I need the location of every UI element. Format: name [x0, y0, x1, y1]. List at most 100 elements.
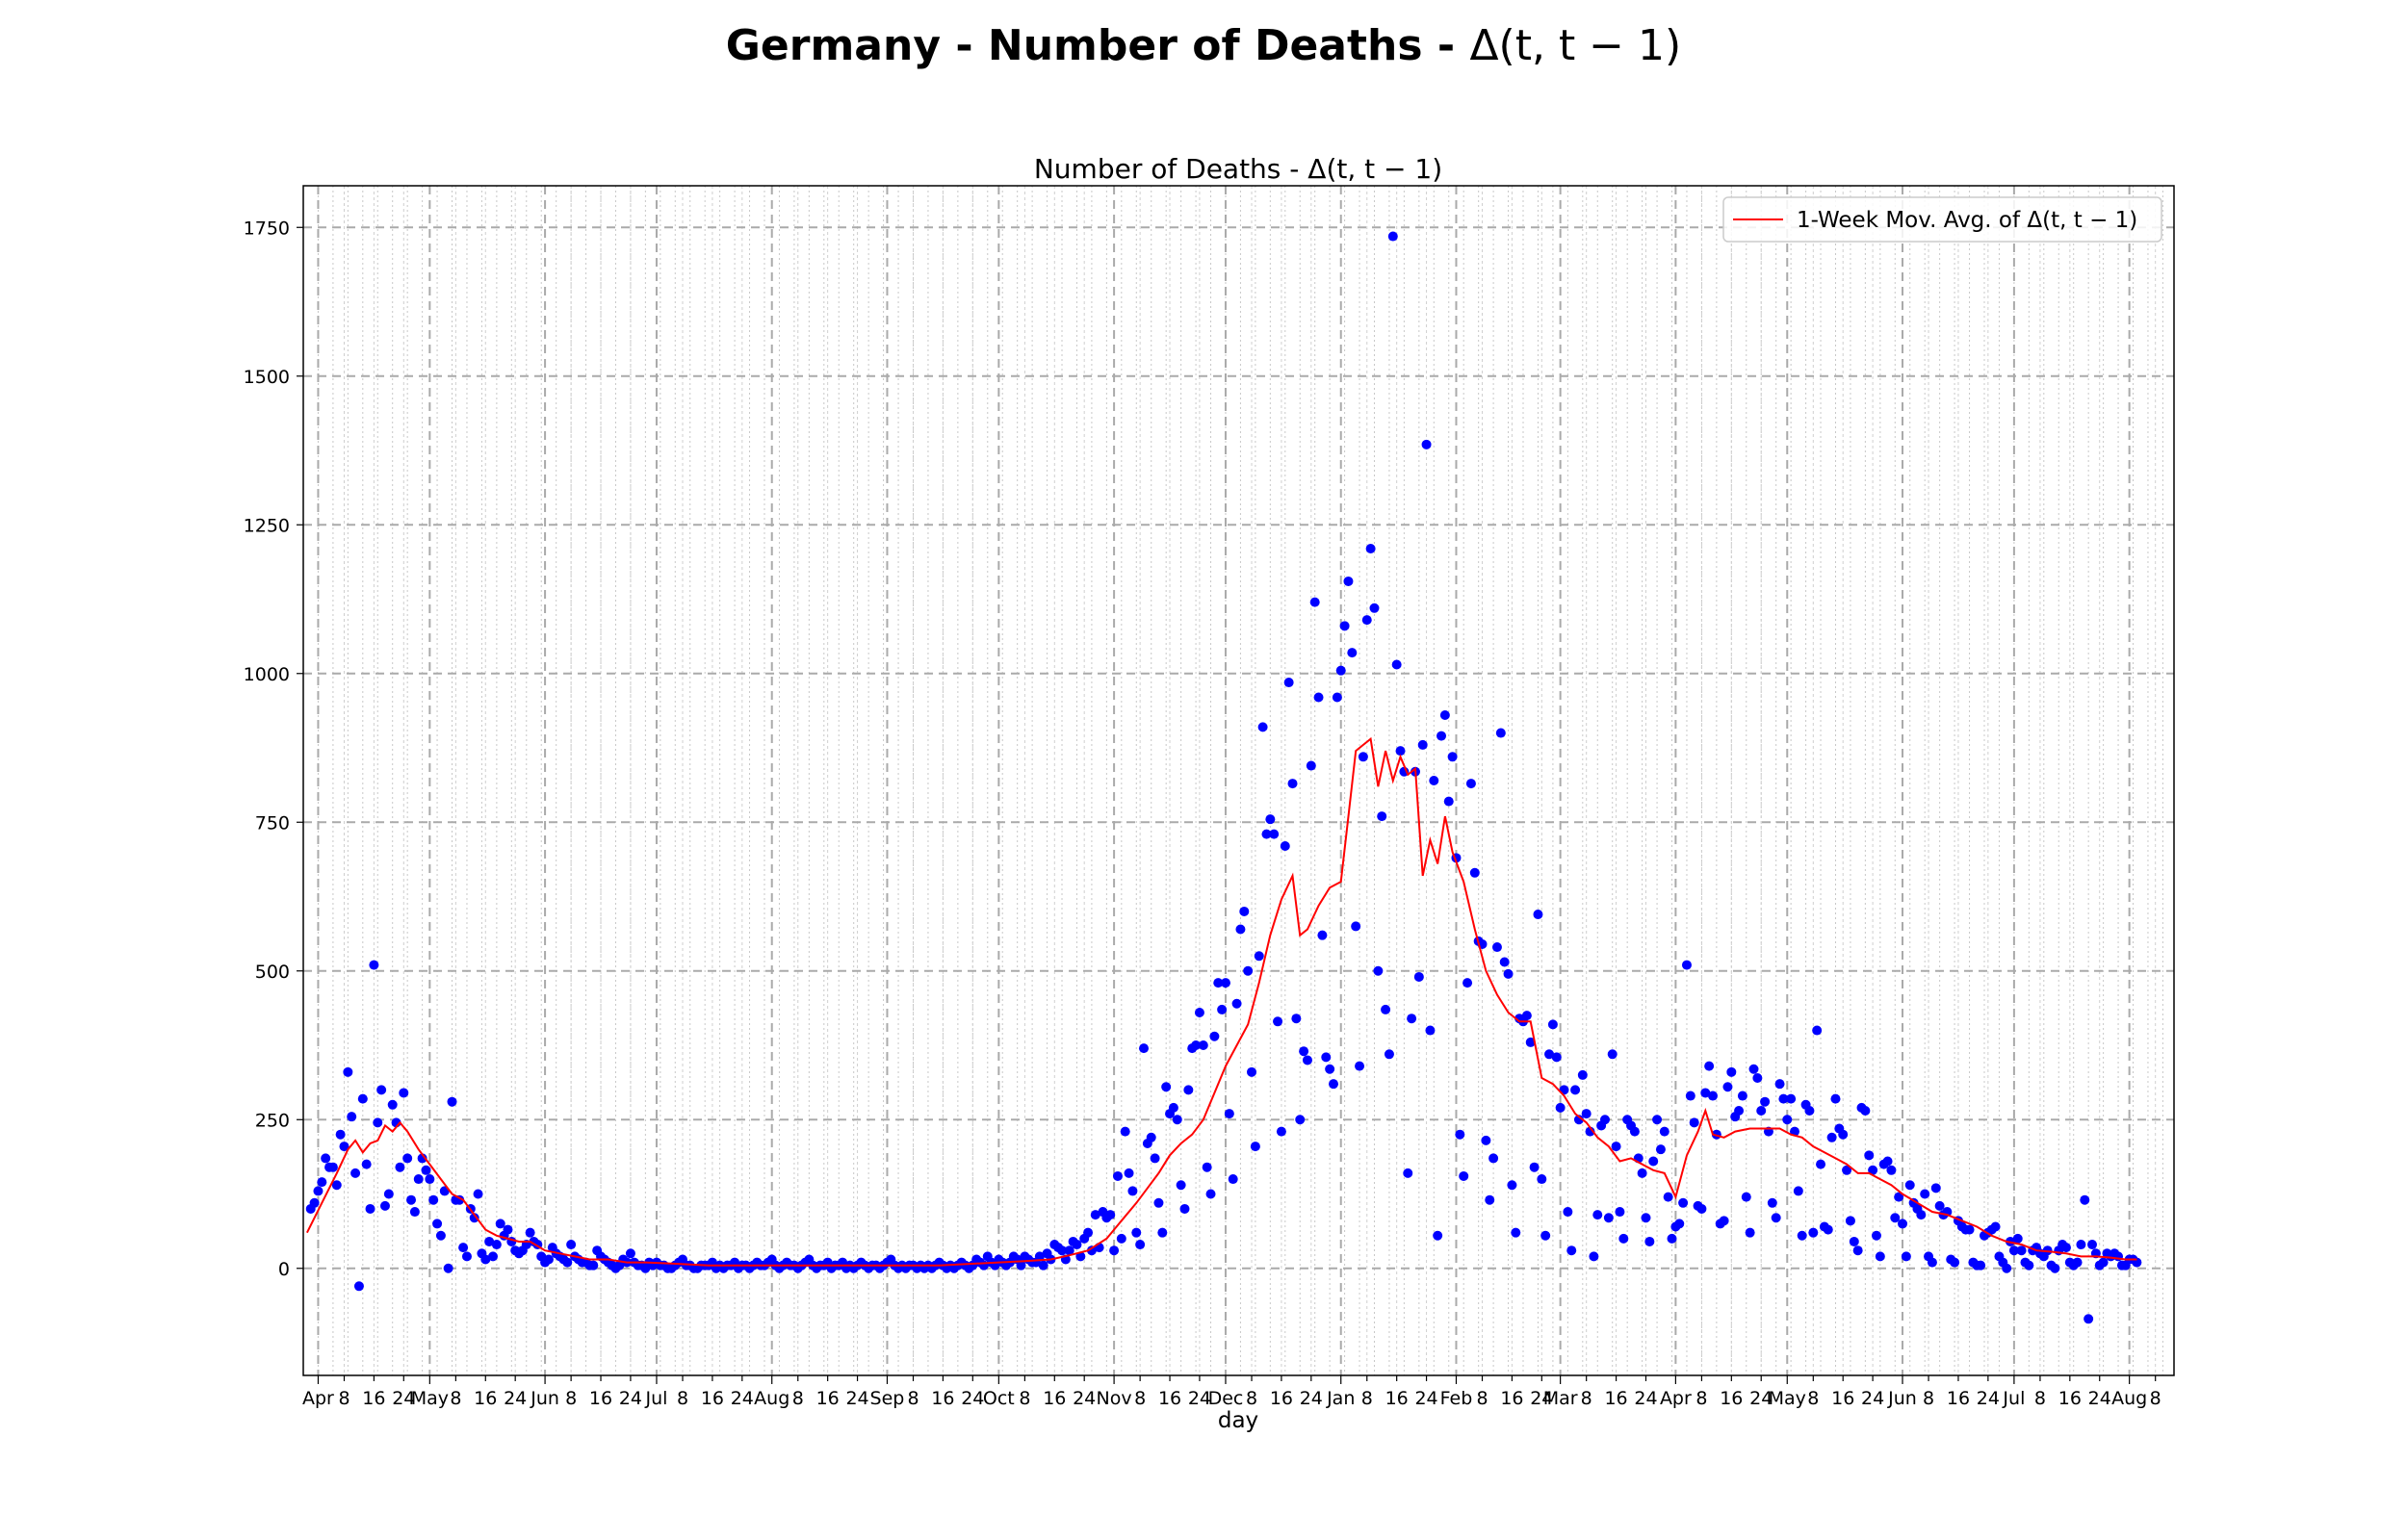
data-point — [1381, 1004, 1391, 1014]
x-tick-label: Jan — [1326, 1388, 1355, 1409]
data-point — [1696, 1203, 1707, 1214]
data-point — [1930, 1183, 1941, 1194]
data-point — [1425, 1025, 1436, 1036]
data-point — [525, 1227, 535, 1238]
data-point — [1544, 1049, 1555, 1060]
data-point — [1659, 1126, 1669, 1137]
x-tick-label: 24 — [1300, 1388, 1323, 1409]
x-tick-label: 8 — [1134, 1388, 1146, 1409]
data-point — [350, 1168, 361, 1178]
major-grid — [303, 186, 2174, 1375]
data-point — [1529, 1162, 1540, 1172]
data-point — [488, 1251, 499, 1262]
data-point — [1105, 1210, 1116, 1220]
data-point — [1351, 921, 1361, 932]
x-tick-label: 16 — [1947, 1388, 1970, 1409]
x-tick-label: Oct — [983, 1388, 1015, 1409]
x-tick-label: 8 — [565, 1388, 577, 1409]
data-point — [1797, 1230, 1807, 1241]
x-tick-label: 8 — [1019, 1388, 1030, 1409]
data-point — [1090, 1210, 1100, 1220]
data-point — [1455, 1129, 1465, 1140]
data-point — [1737, 1091, 1747, 1101]
data-point — [1157, 1227, 1168, 1238]
data-point — [1826, 1132, 1837, 1142]
data-point — [435, 1230, 446, 1241]
data-point — [566, 1240, 577, 1250]
data-point — [425, 1174, 435, 1185]
data-point — [409, 1207, 420, 1218]
legend[interactable]: 1-Week Mov. Avg. of Δ(t, t − 1) — [1722, 196, 2162, 243]
data-point — [1767, 1197, 1777, 1208]
data-point — [1726, 1066, 1737, 1077]
x-tick-label: 16 — [1500, 1388, 1523, 1409]
data-point — [2072, 1257, 2083, 1268]
data-point — [1852, 1245, 1863, 1256]
data-point — [2008, 1245, 2019, 1256]
data-point — [1488, 1153, 1499, 1164]
data-point — [447, 1096, 457, 1107]
x-tick-label: 16 — [1720, 1388, 1743, 1409]
data-point — [1990, 1221, 2001, 1232]
x-tick-label: 24 — [1188, 1388, 1211, 1409]
data-point — [1183, 1085, 1194, 1095]
data-point — [1845, 1216, 1855, 1226]
data-point — [1894, 1192, 1904, 1202]
y-tick-label: 1000 — [244, 664, 290, 685]
data-point — [1261, 829, 1272, 839]
data-point — [1745, 1227, 1755, 1238]
data-point — [1577, 1069, 1588, 1080]
data-point — [1276, 1126, 1286, 1137]
legend-box — [1722, 196, 2162, 243]
data-point — [1239, 906, 1250, 916]
data-point — [1287, 779, 1298, 789]
data-point — [1618, 1233, 1629, 1244]
data-point — [1704, 1061, 1715, 1071]
data-point — [343, 1066, 353, 1077]
data-point — [339, 1142, 349, 1152]
data-point — [1358, 752, 1368, 762]
data-point — [1228, 1174, 1238, 1185]
data-point — [443, 1263, 453, 1273]
scatter-series — [305, 231, 2142, 1324]
data-point — [1719, 1216, 1729, 1226]
data-point — [2083, 1314, 2094, 1324]
x-tick-label: Jun — [1887, 1388, 1917, 1409]
data-point — [1700, 1088, 1711, 1098]
data-point — [1335, 665, 1346, 676]
data-point — [1202, 1162, 1212, 1172]
data-point — [1220, 978, 1230, 988]
data-point — [2002, 1263, 2012, 1273]
data-point — [2016, 1245, 2027, 1256]
data-point — [1964, 1224, 1975, 1235]
data-point — [1890, 1213, 1901, 1223]
x-tick-label: Dec — [1208, 1388, 1244, 1409]
data-point — [1842, 1165, 1852, 1175]
data-point — [1499, 957, 1510, 967]
data-point — [562, 1257, 573, 1268]
data-point — [1439, 710, 1450, 721]
x-tick-label: 24 — [845, 1388, 868, 1409]
axes-frame — [302, 185, 2175, 1376]
data-point — [2076, 1240, 2086, 1250]
data-point — [2060, 1243, 2071, 1253]
data-point — [1217, 1004, 1228, 1014]
x-tick-label: 8 — [1923, 1388, 1934, 1409]
data-point — [1830, 1093, 1841, 1104]
data-point — [361, 1159, 372, 1169]
data-point — [1521, 1011, 1532, 1021]
data-point — [1224, 1109, 1234, 1119]
x-tick-label: 8 — [1246, 1388, 1257, 1409]
data-point — [309, 1197, 320, 1208]
data-point — [1566, 1245, 1577, 1256]
data-point — [1299, 1046, 1309, 1057]
data-point — [1551, 1052, 1562, 1063]
x-tick-label: 16 — [589, 1388, 612, 1409]
data-point — [1904, 1180, 1915, 1191]
data-point — [1637, 1168, 1647, 1178]
data-point — [1641, 1213, 1651, 1223]
data-point — [1172, 1115, 1182, 1125]
data-point — [473, 1189, 483, 1199]
data-point — [458, 1243, 469, 1253]
data-point — [1804, 1105, 1815, 1116]
